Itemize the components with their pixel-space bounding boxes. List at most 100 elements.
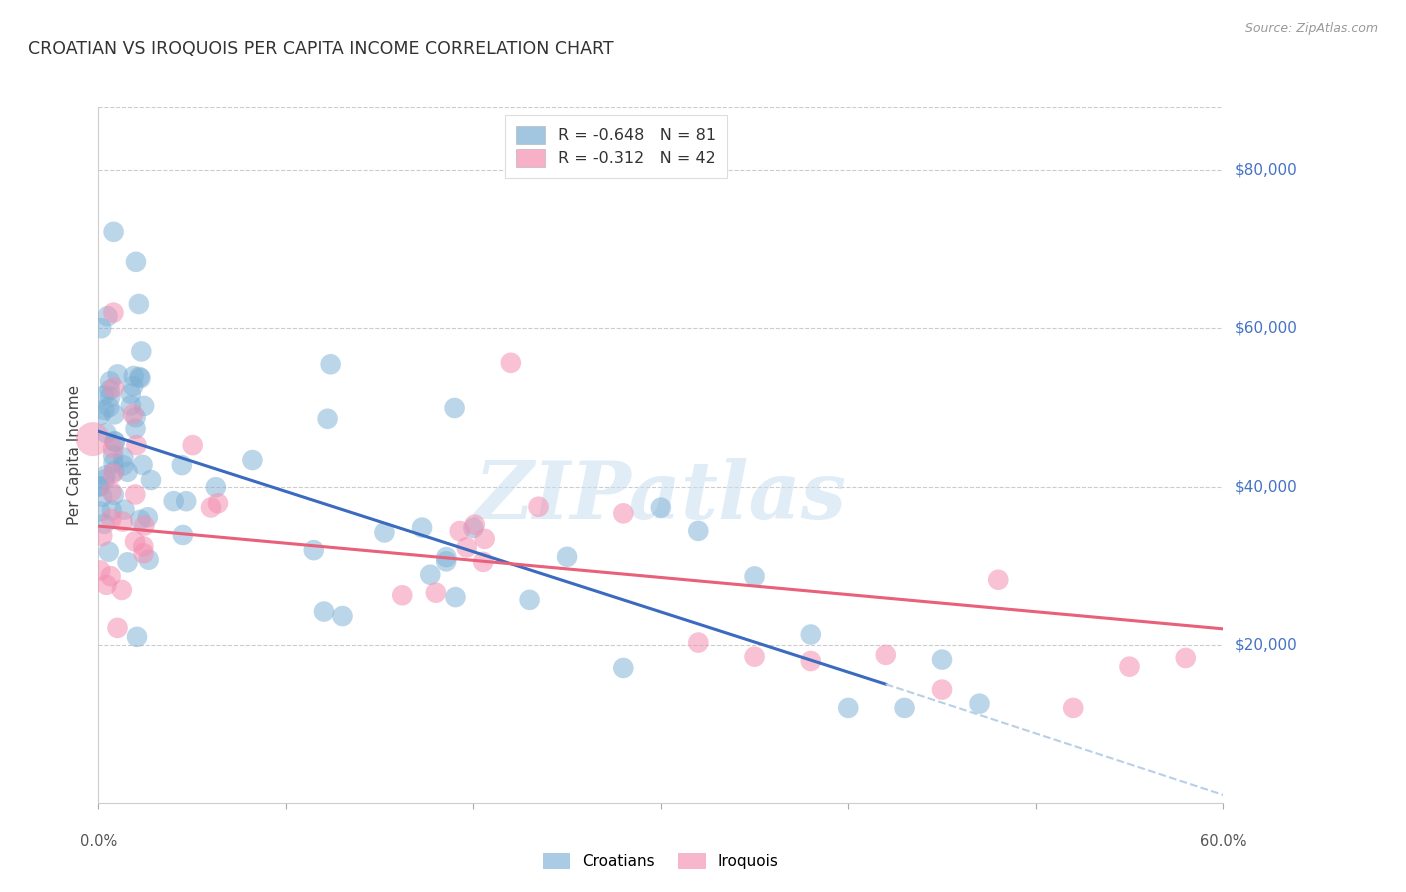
Point — [125, 630, 148, 644]
Point — [96, 310, 118, 324]
Point — [122, 407, 145, 421]
Point — [131, 344, 153, 359]
Point — [612, 661, 634, 675]
Point — [98, 390, 121, 404]
Point — [82, 432, 104, 446]
Point — [744, 569, 766, 583]
Point — [124, 410, 146, 425]
Point — [96, 578, 118, 592]
Point — [174, 494, 197, 508]
Point — [931, 682, 953, 697]
Point — [101, 448, 124, 462]
Point — [125, 438, 148, 452]
Point — [124, 422, 146, 436]
Point — [103, 305, 125, 319]
Point — [103, 380, 125, 394]
Point — [136, 510, 159, 524]
Point — [443, 401, 465, 415]
Point — [800, 627, 823, 641]
Point — [987, 573, 1010, 587]
Point — [474, 532, 496, 546]
Point — [555, 549, 578, 564]
Point — [101, 503, 124, 517]
Point — [103, 434, 125, 449]
Point — [800, 654, 823, 668]
Point — [434, 550, 457, 565]
Point — [302, 543, 325, 558]
Point — [129, 371, 152, 385]
Y-axis label: Per Capita Income: Per Capita Income — [67, 384, 83, 525]
Point — [463, 521, 485, 535]
Point — [319, 357, 342, 371]
Point — [316, 411, 339, 425]
Point — [125, 255, 148, 269]
Point — [170, 458, 193, 472]
Point — [373, 525, 395, 540]
Point — [107, 621, 129, 635]
Point — [93, 516, 115, 531]
Point — [100, 484, 122, 499]
Point — [312, 605, 335, 619]
Point — [122, 379, 145, 393]
Point — [391, 588, 413, 602]
Point — [744, 649, 766, 664]
Point — [122, 369, 145, 384]
Legend: Croatians, Iroquois: Croatians, Iroquois — [537, 847, 785, 875]
Point — [93, 388, 115, 402]
Point — [100, 512, 122, 526]
Point — [131, 458, 153, 472]
Point — [181, 438, 204, 452]
Point — [163, 494, 186, 508]
Point — [103, 456, 125, 470]
Point — [132, 539, 155, 553]
Point — [1174, 651, 1197, 665]
Point — [449, 524, 471, 538]
Point — [112, 450, 135, 465]
Point — [117, 465, 139, 479]
Point — [91, 529, 114, 543]
Point — [419, 567, 441, 582]
Point — [111, 515, 134, 529]
Point — [96, 426, 118, 441]
Text: $40,000: $40,000 — [1234, 479, 1298, 494]
Point — [124, 487, 146, 501]
Text: $60,000: $60,000 — [1234, 321, 1298, 336]
Text: 0.0%: 0.0% — [80, 834, 117, 849]
Point — [107, 368, 129, 382]
Point — [91, 490, 114, 504]
Text: 60.0%: 60.0% — [1199, 834, 1247, 849]
Point — [120, 398, 142, 412]
Point — [134, 518, 156, 533]
Point — [97, 545, 120, 559]
Point — [444, 590, 467, 604]
Point — [111, 582, 134, 597]
Point — [129, 513, 152, 527]
Point — [1118, 659, 1140, 673]
Text: ZIPatlas: ZIPatlas — [475, 458, 846, 535]
Point — [527, 500, 550, 514]
Text: $20,000: $20,000 — [1234, 637, 1298, 652]
Point — [132, 546, 155, 560]
Point — [893, 701, 915, 715]
Point — [94, 468, 117, 483]
Point — [425, 585, 447, 599]
Point — [103, 408, 125, 422]
Point — [114, 502, 136, 516]
Point — [499, 356, 522, 370]
Point — [89, 479, 111, 493]
Point — [120, 386, 142, 401]
Text: CROATIAN VS IROQUOIS PER CAPITA INCOME CORRELATION CHART: CROATIAN VS IROQUOIS PER CAPITA INCOME C… — [28, 40, 614, 58]
Point — [117, 555, 139, 569]
Point — [101, 442, 124, 456]
Point — [93, 403, 115, 417]
Point — [98, 375, 121, 389]
Point — [434, 554, 457, 568]
Point — [650, 500, 672, 515]
Point — [332, 609, 354, 624]
Point — [688, 635, 710, 649]
Point — [89, 563, 111, 577]
Point — [104, 434, 127, 449]
Point — [456, 541, 478, 555]
Point — [411, 520, 433, 534]
Point — [89, 409, 111, 423]
